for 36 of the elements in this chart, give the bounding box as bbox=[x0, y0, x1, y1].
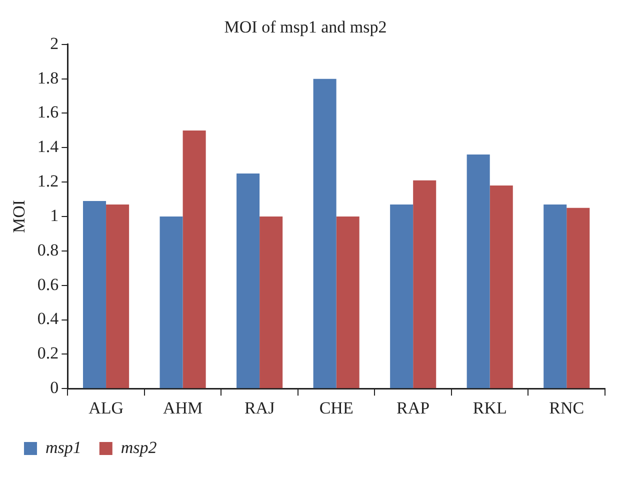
x-tick-label: AHM bbox=[162, 398, 203, 418]
y-tick-label: 0.6 bbox=[37, 274, 59, 294]
y-tick-label: 0 bbox=[50, 378, 59, 398]
bar bbox=[182, 130, 206, 388]
bar bbox=[236, 173, 260, 388]
x-tick-label: RAJ bbox=[244, 398, 276, 418]
bar bbox=[390, 204, 414, 388]
chart-title: MOI of msp1 and msp2 bbox=[224, 18, 387, 37]
x-tick-label: RNC bbox=[549, 398, 584, 418]
y-tick-label: 1.8 bbox=[37, 68, 59, 88]
bar bbox=[313, 78, 336, 388]
y-tick-label: 1.6 bbox=[37, 102, 59, 122]
y-tick-label: 0.2 bbox=[37, 344, 59, 363]
legend-label: msp1 bbox=[46, 438, 82, 457]
bar bbox=[566, 208, 590, 388]
x-tick-label: ALG bbox=[88, 398, 124, 418]
y-tick-label: 1.4 bbox=[37, 137, 60, 156]
bar bbox=[83, 201, 106, 388]
x-tick-label: RAP bbox=[396, 398, 430, 418]
y-tick-label: 2 bbox=[50, 34, 59, 53]
x-tick-label: CHE bbox=[319, 398, 354, 418]
y-tick-label: 1.2 bbox=[37, 172, 59, 191]
bar bbox=[106, 204, 130, 388]
bar bbox=[490, 186, 513, 388]
y-tick-label: 1 bbox=[50, 206, 59, 225]
bar bbox=[260, 216, 283, 388]
y-tick-label: 0.4 bbox=[37, 309, 60, 328]
legend-label: msp2 bbox=[120, 438, 158, 457]
bar bbox=[160, 216, 183, 388]
bar bbox=[336, 216, 360, 388]
bar bbox=[413, 180, 436, 388]
x-tick-label: RKL bbox=[472, 398, 507, 418]
y-axis-title: MOI bbox=[10, 200, 29, 234]
y-tick-label: 0.8 bbox=[37, 240, 59, 260]
bar bbox=[466, 154, 490, 388]
bar bbox=[544, 204, 567, 388]
